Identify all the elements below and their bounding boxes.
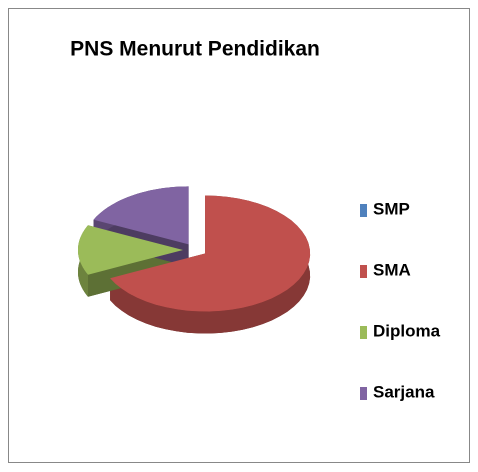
legend-label: Diploma	[373, 321, 441, 340]
legend-label: SMP	[373, 199, 410, 218]
legend-label: Sarjana	[373, 382, 435, 401]
slice	[110, 195, 311, 312]
legend-label: SMA	[373, 260, 411, 279]
slice	[93, 186, 189, 245]
chart-title: PNS Menurut Pendidikan	[70, 38, 320, 61]
slice	[78, 225, 183, 275]
legend-swatch	[360, 387, 367, 400]
legend-swatch	[360, 265, 367, 278]
legend-swatch	[360, 204, 367, 217]
legend-swatch	[360, 326, 367, 339]
